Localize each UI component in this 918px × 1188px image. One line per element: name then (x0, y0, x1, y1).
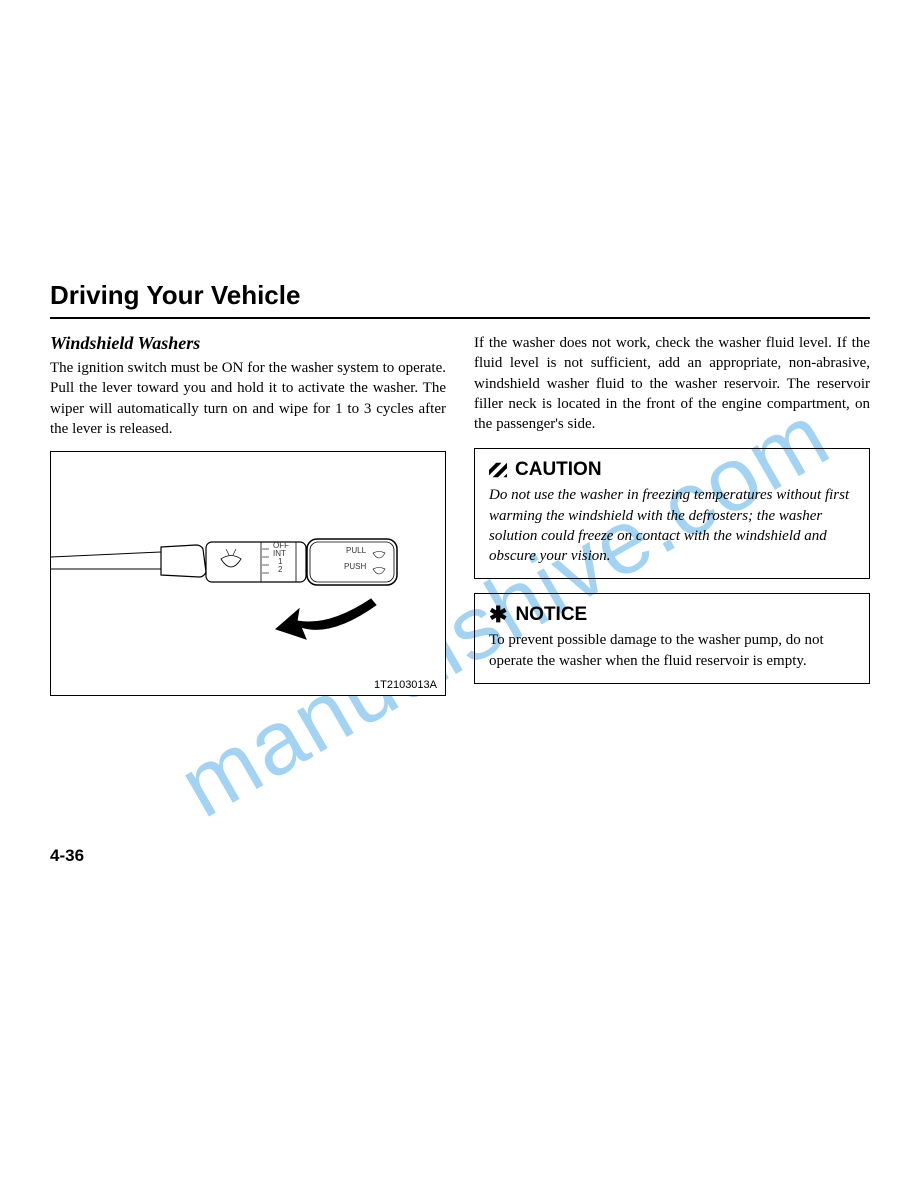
caution-title-row: CAUTION (489, 459, 855, 481)
caution-box: CAUTION Do not use the washer in freezin… (474, 448, 870, 579)
asterisk-icon: ✱ (489, 606, 507, 624)
left-column: Windshield Washers The ignition switch m… (50, 333, 446, 696)
notice-body-text: To prevent possible damage to the washer… (489, 630, 855, 671)
notice-title-text: NOTICE (515, 604, 587, 626)
document-page: Driving Your Vehicle Windshield Washers … (50, 280, 870, 696)
section-subhead: Windshield Washers (50, 333, 446, 354)
label-two: 2 (278, 565, 282, 574)
wiper-lever-illustration (51, 527, 431, 677)
left-body-text: The ignition switch must be ON for the w… (50, 358, 446, 439)
notice-box: ✱ NOTICE To prevent possible damage to t… (474, 593, 870, 684)
figure-reference-number: 1T2103013A (374, 679, 437, 691)
caution-title-text: CAUTION (515, 459, 602, 481)
right-body-text: If the washer does not work, check the w… (474, 333, 870, 434)
page-title: Driving Your Vehicle (50, 280, 870, 311)
wiper-lever-figure: OFF INT 1 2 PULL PUSH 1T2103013A (50, 451, 446, 696)
right-column: If the washer does not work, check the w… (474, 333, 870, 696)
notice-title-row: ✱ NOTICE (489, 604, 855, 626)
title-underline (50, 317, 870, 319)
caution-stripes-icon (489, 461, 507, 479)
caution-body-text: Do not use the washer in freezing temper… (489, 485, 855, 566)
content-columns: Windshield Washers The ignition switch m… (50, 333, 870, 696)
label-pull: PULL (346, 546, 366, 555)
label-push: PUSH (344, 562, 366, 571)
page-number: 4-36 (50, 846, 84, 866)
